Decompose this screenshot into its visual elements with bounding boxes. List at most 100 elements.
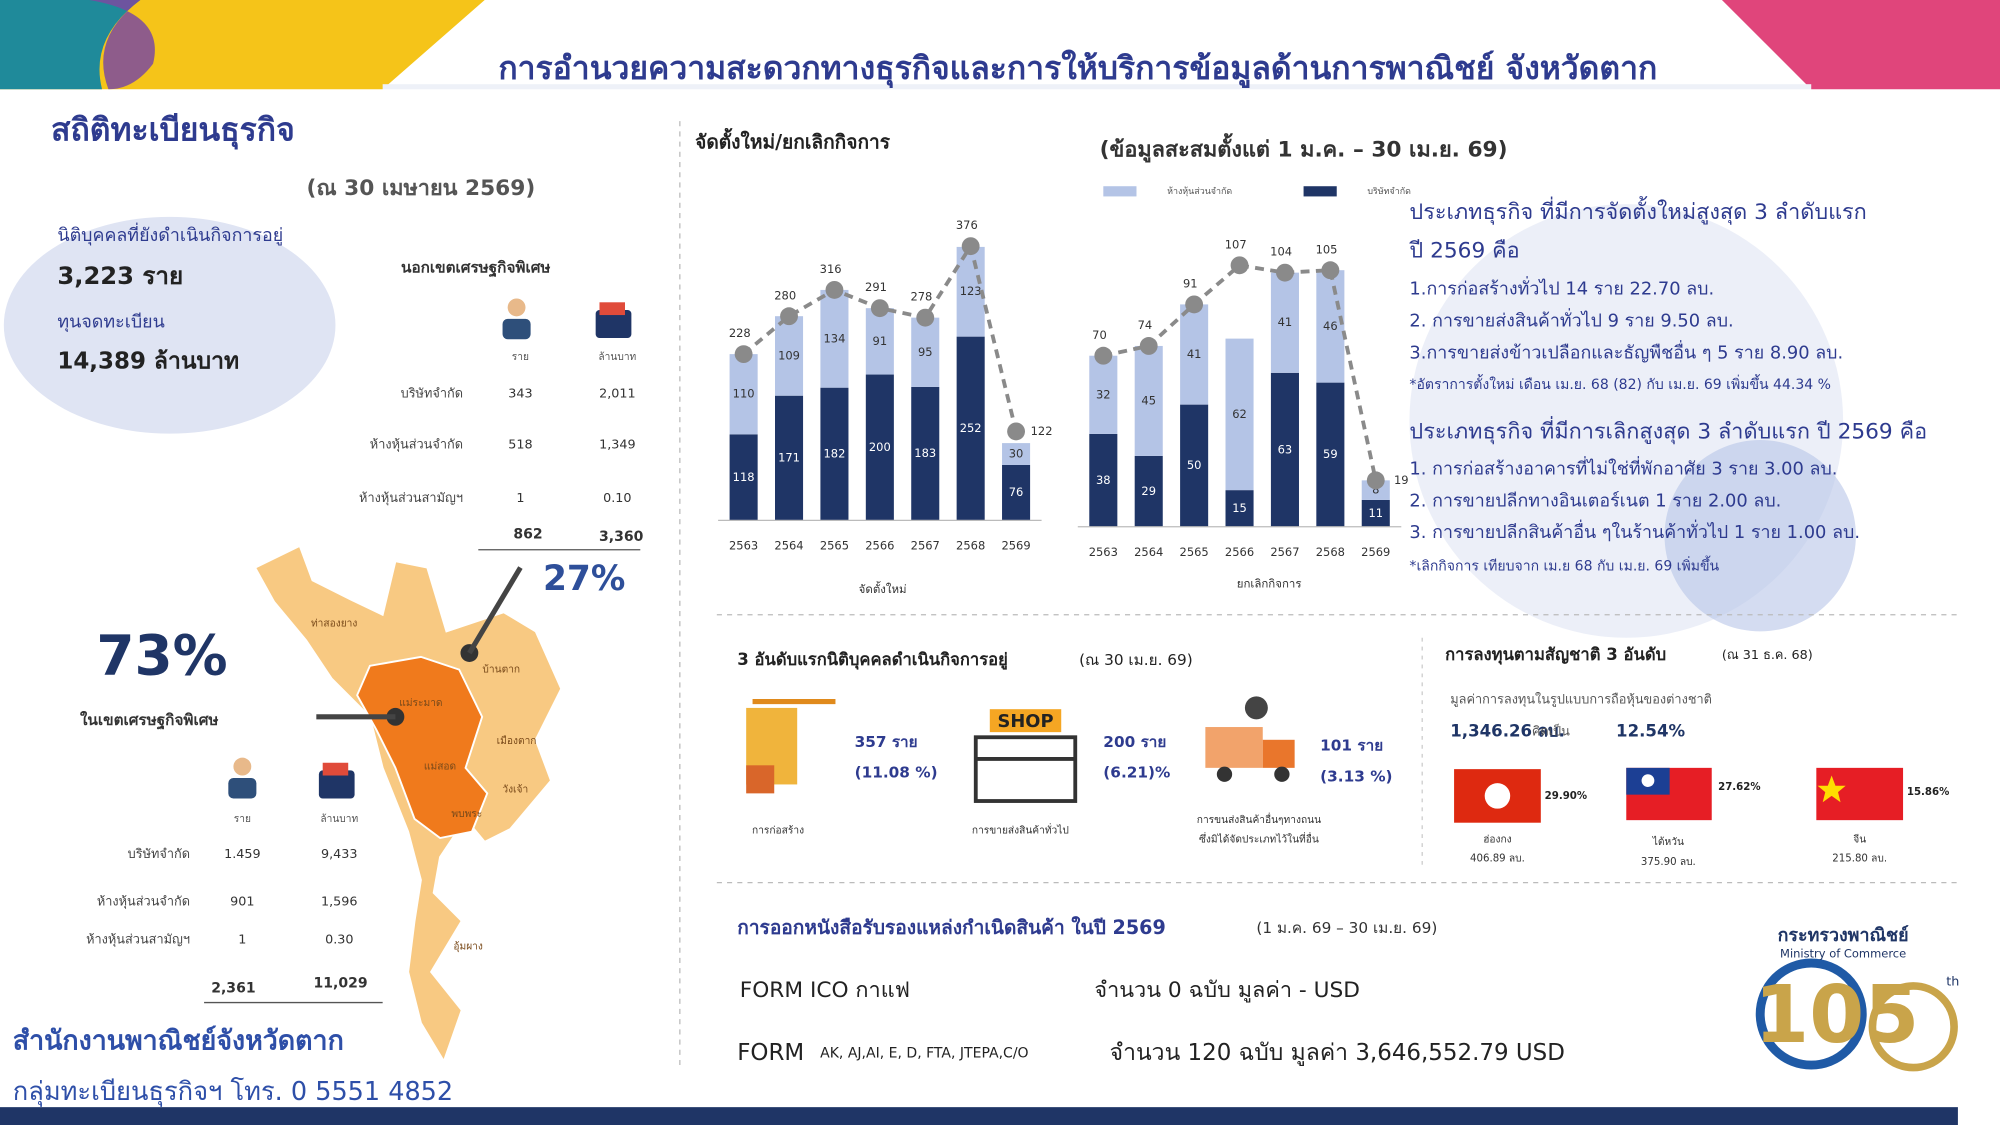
- district-label: ท่าสองยาง: [311, 619, 357, 630]
- legend-swatch: [1103, 186, 1137, 197]
- item-label: การขนส่งสินค้าอื่นๆทางถนน: [1197, 812, 1321, 826]
- total-marker: [1230, 256, 1249, 275]
- cell: 1,349: [599, 438, 636, 453]
- item-label: การขายส่งสินค้าทั่วไป: [972, 822, 1069, 836]
- total-cell: 11,029: [314, 975, 368, 991]
- header-underline: [382, 84, 1812, 90]
- section-date: (ณ 30 เม.ย. 69): [1079, 651, 1193, 669]
- cell: 518: [508, 438, 532, 453]
- x-tick-label: 2566: [1225, 545, 1254, 559]
- data-label: 118: [733, 470, 755, 484]
- map: [253, 544, 563, 1064]
- truck-icon: [1205, 696, 1295, 782]
- data-label: 95: [918, 345, 933, 359]
- block-title: ประเภทธุรกิจ ที่มีการจัดตั้งใหม่สูงสุด 3…: [1409, 196, 1866, 225]
- item-label: ซึ่งมิได้จัดประเภทไว้ในที่อื่น: [1199, 831, 1319, 845]
- country-value: 375.90 ลบ.: [1641, 857, 1696, 868]
- form-name: FORM ICO กาแฟ: [740, 978, 910, 1003]
- column-header: ราย: [234, 814, 251, 825]
- block-item: 2. การขายส่งสินค้าทั่วไป 9 ราย 9.50 ลบ.: [1409, 307, 1733, 331]
- block-item: 2. การขายปลีกทางอินเตอร์เนต 1 ราย 2.00 ล…: [1409, 490, 1781, 511]
- bar-segment: [911, 386, 940, 521]
- bar-segment: [774, 395, 804, 521]
- data-label: 91: [873, 334, 888, 348]
- bar-segment: [865, 308, 894, 375]
- item-pct: (11.08 %): [855, 763, 938, 781]
- total-cell: 2,361: [211, 981, 255, 997]
- section-title: สถิติทะเบียนธุรกิจ: [51, 110, 295, 150]
- cell: 1,596: [321, 894, 358, 909]
- total-label: 122: [1031, 424, 1053, 438]
- cell: 343: [508, 387, 532, 402]
- country-name: ฮ่องกง: [1483, 834, 1511, 845]
- chart-title: จัดตั้งใหม่/ยกเลิกกิจการ: [695, 127, 891, 153]
- row-label: ห้างหุ้นส่วนจำกัด: [370, 438, 463, 453]
- data-label: 50: [1187, 458, 1202, 472]
- office-name: สำนักงานพาณิชย์จังหวัดตาก: [13, 1026, 344, 1057]
- x-tick-label: 2565: [1180, 545, 1209, 559]
- block-item: 3.การขายส่งข้าวเปลือกและธัญพืชอื่น ๆ 5 ร…: [1409, 339, 1843, 363]
- legend-label: บริษัทจำกัด: [1367, 186, 1411, 197]
- data-label: 123: [960, 284, 982, 298]
- total-label: 104: [1270, 245, 1292, 259]
- total-marker: [1094, 346, 1113, 365]
- chart-layer: 2563118110256417110925651821342566200912…: [718, 186, 1411, 596]
- bar-segment: [729, 434, 758, 521]
- total-label: 316: [820, 262, 842, 276]
- zone-title: ในเขตเศรษฐกิจพิเศษ: [80, 710, 219, 730]
- total-marker: [1139, 337, 1158, 355]
- block-item: 3. การขายปลีกสินค้าอื่น ๆในร้านค้าทั่วไป…: [1409, 519, 1860, 543]
- total-marker: [1007, 422, 1025, 441]
- country-name: ไต้หวัน: [1652, 836, 1684, 848]
- total-label: 70: [1092, 328, 1107, 342]
- data-label: 46: [1323, 319, 1338, 333]
- zone-title: นอกเขตเศรษฐกิจพิเศษ: [401, 258, 551, 277]
- bar-segment: [729, 354, 758, 435]
- zone-percent: 73%: [96, 624, 227, 688]
- x-tick-label: 2567: [1270, 545, 1299, 559]
- investment-total: 1,346.26 ลบ.: [1450, 722, 1565, 741]
- data-label: 29: [1141, 484, 1156, 498]
- block-title: ประเภทธุรกิจ ที่มีการเลิกสูงสุด 3 ลำดับแ…: [1409, 416, 1927, 444]
- stat-label: นิติบุคคลที่ยังดำเนินกิจการอยู่: [57, 222, 283, 246]
- header-teal: [0, 0, 141, 90]
- share-label: คิดเป็น: [1532, 723, 1570, 740]
- section-title: การลงทุนตามสัญชาติ 3 อันดับ: [1445, 645, 1666, 665]
- bar-segment: [911, 317, 940, 387]
- header-magenta: [1721, 0, 2000, 90]
- header-purple: [89, 0, 155, 90]
- cell: 1: [238, 933, 246, 948]
- block-item: 1. การก่อสร้างอาคารที่ไม่ใช่ที่พักอาศัย …: [1409, 455, 1837, 479]
- form-detail: จำนวน 0 ฉบับ มูลค่า - USD: [1094, 978, 1360, 1003]
- item-count: 357 ราย: [855, 733, 918, 751]
- data-label: 8: [1372, 483, 1379, 497]
- x-tick-label: 2566: [865, 538, 894, 552]
- legend-swatch: [1303, 186, 1337, 197]
- data-label: 41: [1278, 315, 1293, 329]
- row-label: ห้างหุ้นส่วนสามัญฯ: [359, 491, 463, 506]
- person-icon: [502, 298, 531, 340]
- data-label: 134: [823, 331, 845, 345]
- total-label: 280: [774, 288, 796, 302]
- data-label: 109: [778, 348, 800, 362]
- bar-segment: [1180, 404, 1209, 527]
- x-tick-label: 2563: [729, 538, 758, 552]
- footer-bar: [0, 1107, 1958, 1125]
- bar-segment: [1180, 304, 1209, 405]
- country-pct: 27.62%: [1718, 782, 1760, 793]
- bar-segment: [1002, 464, 1031, 521]
- data-label: 45: [1141, 393, 1156, 407]
- block-note: *อัตราการตั้งใหม่ เดือน เม.ย. 68 (82) กั…: [1409, 374, 1831, 393]
- x-tick-label: 2569: [1361, 545, 1390, 559]
- bar-segment: [1225, 490, 1254, 527]
- person-icon: [228, 757, 257, 799]
- total-label: 278: [910, 290, 932, 304]
- item-pct: (3.13 %): [1320, 767, 1392, 785]
- item-label: การก่อสร้าง: [752, 824, 804, 836]
- x-axis-label: จัดตั้งใหม่: [859, 581, 907, 596]
- wallet-icon: [595, 302, 632, 339]
- bar-segment: [1270, 272, 1299, 373]
- flag-china: [1816, 767, 1904, 821]
- row-label: ห้างหุ้นส่วนสามัญฯ: [86, 933, 190, 948]
